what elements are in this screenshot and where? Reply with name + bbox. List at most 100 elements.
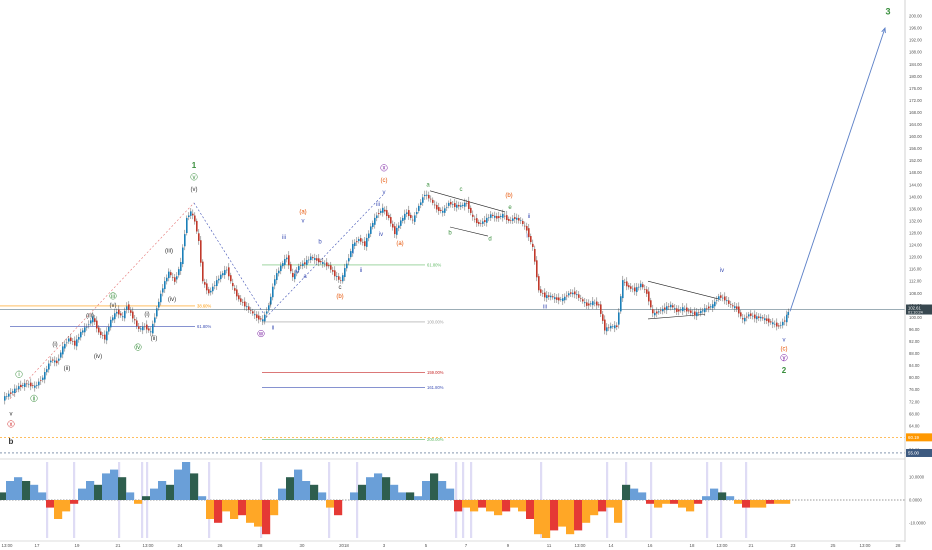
candle-body <box>266 311 268 314</box>
x-tick-label: 21 <box>116 543 121 548</box>
candle-body <box>618 312 620 325</box>
wave-label: i <box>18 372 19 378</box>
candle-body <box>26 383 28 385</box>
candle-body <box>122 316 124 318</box>
price-axis[interactable]: 56.0060.0064.0068.0072.0076.0080.0084.00… <box>904 0 932 542</box>
time-axis[interactable]: 13:00 17 19 21 13:00 24 26 28 30 2018 3 5 7 9 11 13:00 1… <box>0 540 905 548</box>
candle-body <box>602 314 604 321</box>
candle-body <box>194 215 196 222</box>
fib-label: 161.80% <box>427 385 444 390</box>
candle-body <box>500 215 502 217</box>
candle-body <box>174 277 176 282</box>
oscillator-bar <box>278 488 287 500</box>
candle-body <box>118 309 120 315</box>
candle-body <box>6 396 8 397</box>
y-tick-label: 192.00 <box>909 38 922 43</box>
oscillator-bar <box>734 500 743 504</box>
candle-body <box>142 326 144 331</box>
candle-body <box>740 312 742 317</box>
wave-label: (c) <box>781 347 788 353</box>
projection <box>789 27 886 312</box>
y-tick-label: 200.00 <box>909 14 922 19</box>
candle-body <box>16 388 18 390</box>
candle-body <box>682 307 684 312</box>
candle-body <box>88 324 90 326</box>
candle-body <box>664 307 666 310</box>
candle-body <box>218 278 220 281</box>
candle-body <box>148 328 150 331</box>
candle-body <box>162 288 164 293</box>
candle-body <box>430 198 432 200</box>
candle-body <box>640 283 642 288</box>
fib-label: 38.60% <box>197 303 211 308</box>
candle-body <box>728 300 730 304</box>
candle-body <box>308 259 310 261</box>
candle-body <box>782 321 784 326</box>
candle-body <box>246 306 248 308</box>
candle-body <box>722 297 724 299</box>
candle-body <box>516 217 518 220</box>
y-tick-label: 88.00 <box>909 351 920 356</box>
candle-body <box>738 306 740 314</box>
candle-body <box>646 289 648 294</box>
price-marker-tag <box>906 448 932 457</box>
wave-label: (ii) <box>64 366 71 372</box>
oscillator-bar <box>758 500 767 508</box>
oscillator-bar <box>238 500 247 516</box>
candle-body <box>716 300 718 301</box>
candle-body <box>480 223 482 224</box>
candle-body <box>422 197 424 203</box>
wave-label: b <box>448 231 452 237</box>
candle-body <box>684 308 686 310</box>
candle-body <box>330 265 332 270</box>
candle-body <box>742 318 744 320</box>
oscillator-bar <box>54 500 63 519</box>
y-tick-label: 144.00 <box>909 182 922 187</box>
candle-body <box>288 255 290 266</box>
oscillator-bar <box>446 488 455 500</box>
candle-body <box>346 263 348 269</box>
candle-body <box>488 217 490 219</box>
candle-body <box>404 213 406 220</box>
candle-body <box>570 292 572 294</box>
x-tick-label: 19 <box>75 543 80 548</box>
candle-body <box>626 281 628 287</box>
candle-body <box>392 223 394 228</box>
oscillator-bar <box>670 500 679 504</box>
candle-body <box>370 226 372 234</box>
fib-levels: 38.60% 61.80% 61.80% 100.00% 159.00% 161.80% 2… <box>0 262 905 454</box>
candle-body <box>202 261 204 282</box>
candle-body <box>450 201 452 205</box>
oscillator-bar <box>94 484 103 500</box>
candle-body <box>180 262 182 271</box>
candle-body <box>262 319 264 322</box>
wave-label-circle <box>109 292 117 300</box>
candle-body <box>182 247 184 265</box>
candle-body <box>656 311 658 314</box>
wave-label: iii <box>282 235 286 241</box>
oscillator-tick-label: 0.0000 <box>909 498 922 503</box>
fib-label: 100.00% <box>427 319 444 324</box>
wave-label: w <box>258 331 264 337</box>
candle-body <box>372 222 374 227</box>
candle-body <box>214 285 216 286</box>
candle-body <box>486 217 488 223</box>
candle-body <box>294 273 296 280</box>
candle-body <box>670 304 672 308</box>
candle-body <box>54 360 56 363</box>
oscillator-bar <box>470 500 479 512</box>
wave-label: (b) <box>336 294 343 300</box>
candle-body <box>380 210 382 213</box>
candle-body <box>290 264 292 272</box>
candle-body <box>156 308 158 317</box>
candle-body <box>400 220 402 226</box>
oscillator-bar <box>614 500 623 523</box>
oscillator-bar <box>382 477 391 500</box>
candle-body <box>242 302 244 303</box>
candle-body <box>787 311 790 315</box>
current-price-label: 102.61 <box>908 306 921 311</box>
candle-body <box>222 273 224 276</box>
candle-body <box>734 306 736 309</box>
candle-body <box>504 215 506 217</box>
